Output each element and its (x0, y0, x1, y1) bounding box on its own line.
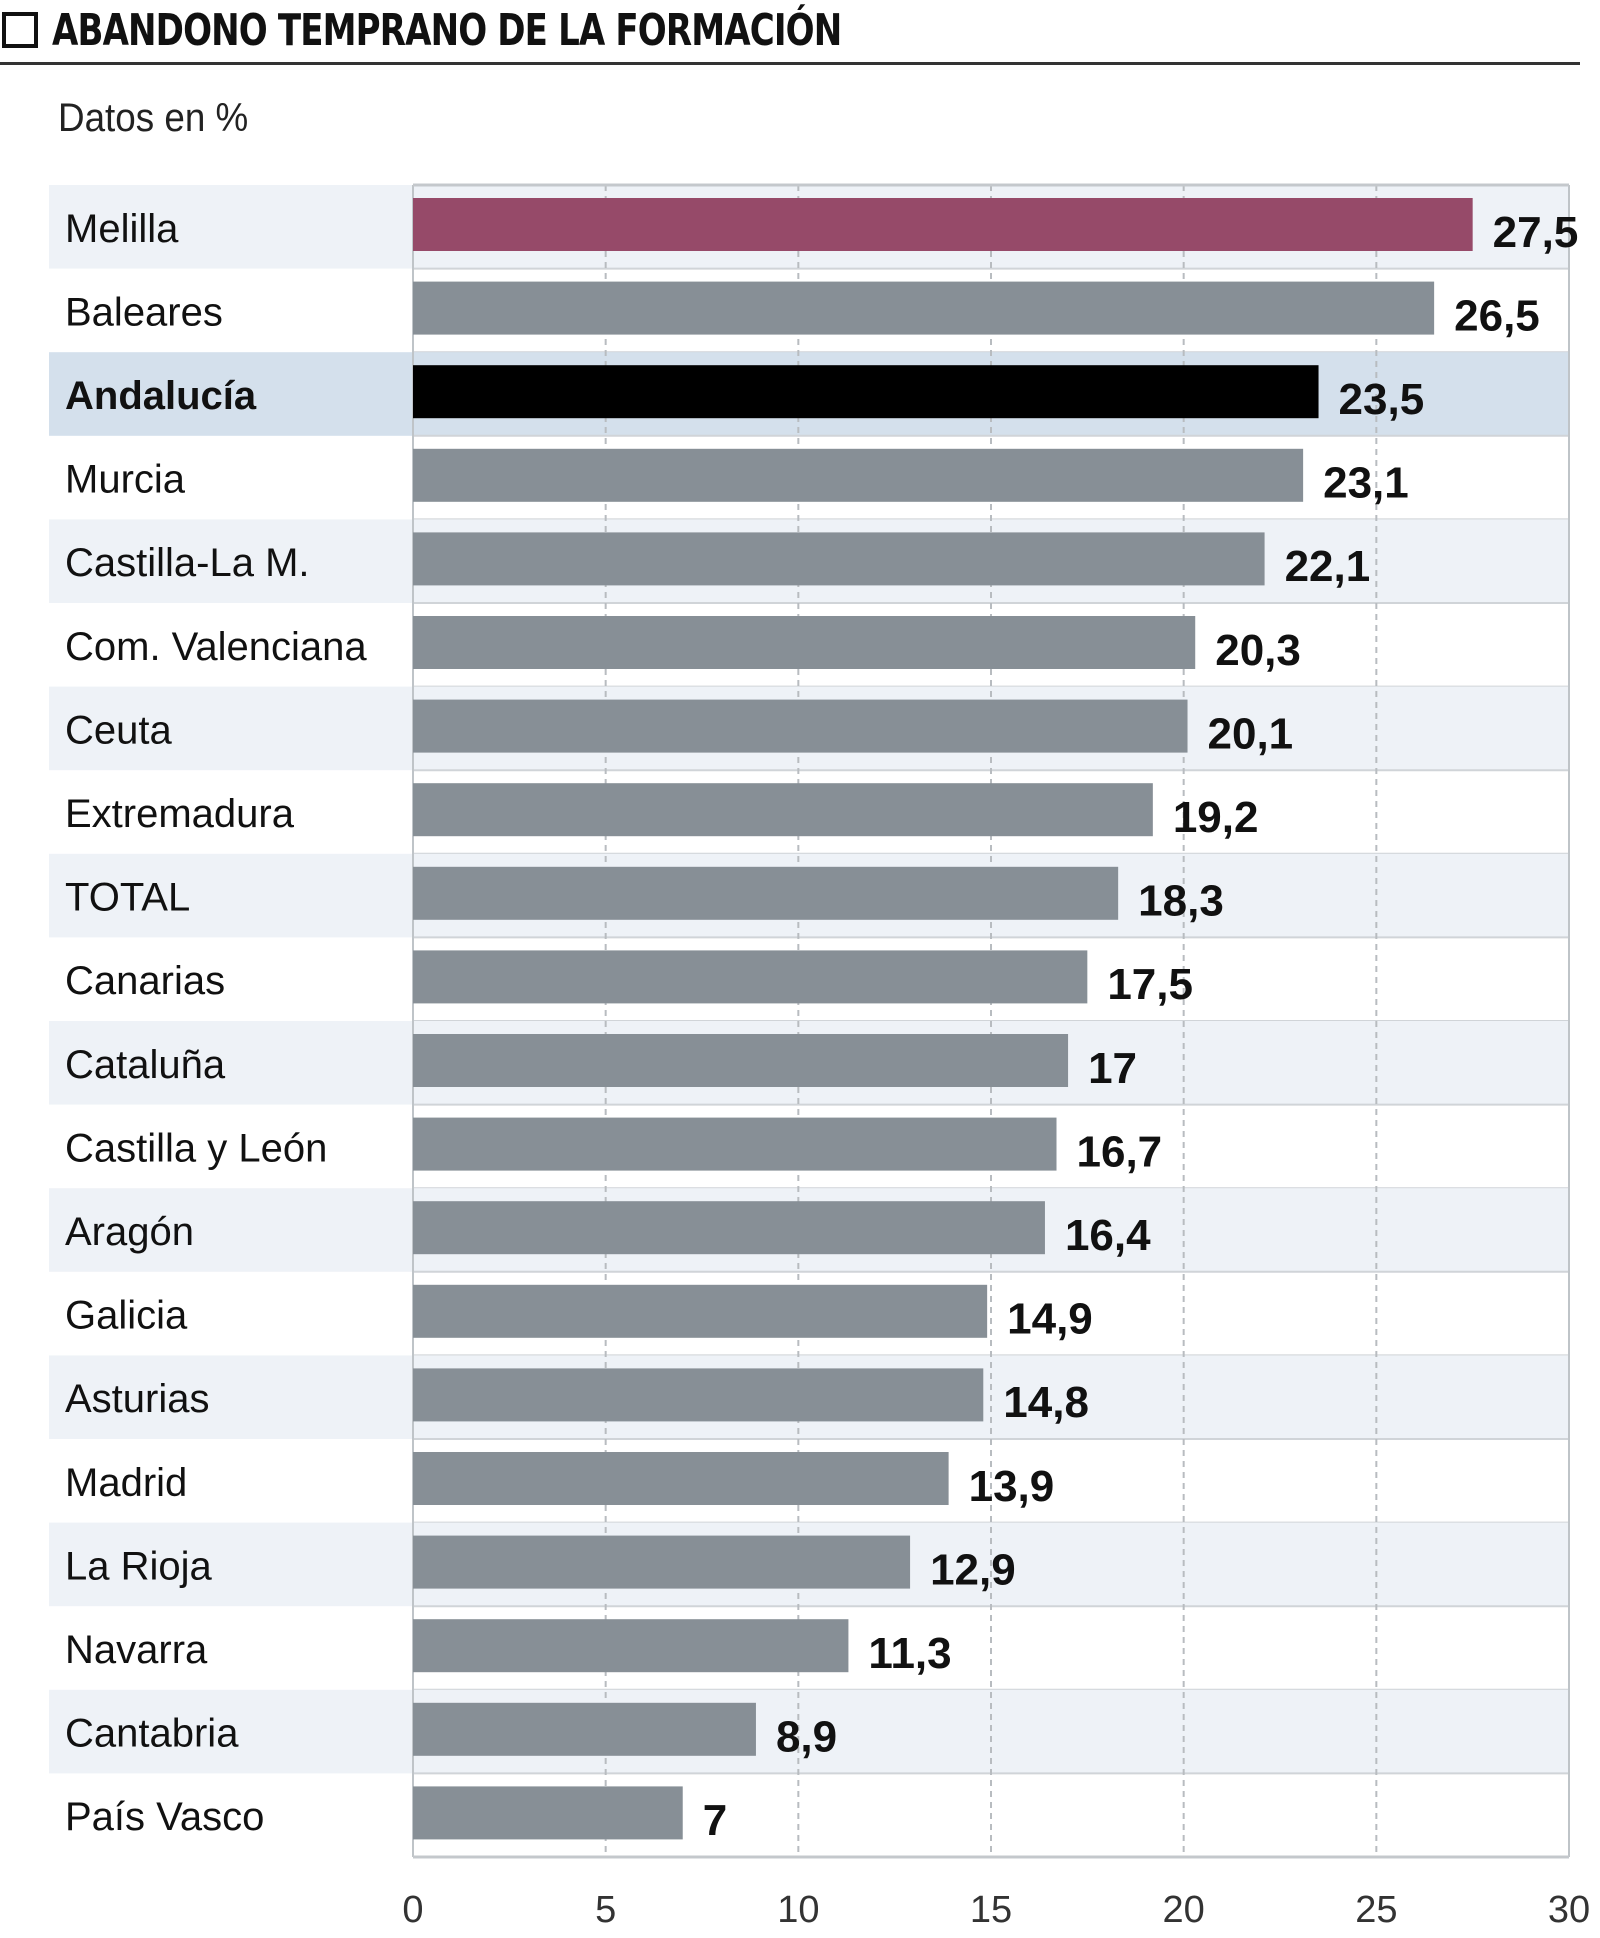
bar (413, 783, 1153, 837)
value-label: 7 (703, 1796, 727, 1845)
category-label: Castilla y León (65, 1126, 327, 1170)
x-tick-label: 20 (1163, 1889, 1205, 1931)
row-band (49, 1689, 1569, 1774)
category-label: Ceuta (65, 708, 172, 752)
category-label: Andalucía (65, 374, 257, 418)
bar (413, 1619, 849, 1673)
value-label: 17,5 (1107, 960, 1193, 1009)
category-label: País Vasco (65, 1795, 264, 1839)
value-label: 13,9 (969, 1462, 1055, 1511)
value-label: 14,8 (1003, 1378, 1089, 1427)
x-tick-label: 10 (777, 1889, 819, 1931)
title-rule (0, 62, 1580, 65)
value-label: 22,1 (1285, 542, 1371, 591)
category-label: La Rioja (65, 1544, 213, 1588)
value-label: 23,5 (1339, 375, 1425, 424)
x-tick-label: 5 (595, 1889, 616, 1931)
value-label: 18,3 (1138, 877, 1224, 926)
category-label: Aragón (65, 1210, 194, 1254)
category-label: Canarias (65, 959, 225, 1003)
value-label: 19,2 (1173, 793, 1259, 842)
value-label: 14,9 (1007, 1295, 1093, 1344)
bar (413, 365, 1319, 419)
category-label: Navarra (65, 1628, 208, 1672)
bar (413, 448, 1304, 502)
chart-subtitle: Datos en % (58, 96, 249, 140)
bar (413, 1535, 911, 1589)
x-tick-label: 15 (970, 1889, 1012, 1931)
category-label: Galicia (65, 1294, 188, 1338)
category-label: Asturias (65, 1377, 210, 1421)
bar (413, 532, 1265, 586)
bar (413, 198, 1473, 251)
chart-title: ABANDONO TEMPRANO DE LA FORMACIÓN (0, 0, 970, 60)
x-tick-label: 30 (1548, 1889, 1590, 1931)
bar (413, 1368, 984, 1422)
x-tick-label: 25 (1355, 1889, 1397, 1931)
bar (413, 1452, 949, 1505)
bar (413, 1201, 1045, 1255)
bar (413, 1702, 756, 1756)
value-label: 16,4 (1065, 1211, 1151, 1260)
category-label: Melilla (65, 207, 179, 251)
category-label: Madrid (65, 1461, 187, 1505)
category-label: Murcia (65, 458, 186, 502)
bar (413, 699, 1188, 753)
bar (413, 1786, 683, 1840)
category-label: Baleares (65, 290, 223, 334)
category-label: Com. Valenciana (65, 625, 367, 669)
bar (413, 866, 1119, 920)
value-label: 11,3 (868, 1629, 951, 1678)
value-label: 20,1 (1208, 709, 1294, 758)
bar (413, 1284, 988, 1338)
category-label: TOTAL (65, 876, 190, 920)
value-label: 17 (1088, 1044, 1137, 1093)
category-label: Cantabria (65, 1712, 239, 1756)
value-label: 27,5 (1493, 208, 1579, 257)
bar (413, 1034, 1069, 1087)
title-square-icon (2, 12, 38, 48)
bar (413, 281, 1435, 335)
category-label: Cataluña (65, 1043, 226, 1087)
value-label: 23,1 (1323, 459, 1409, 508)
category-label: Castilla-La M. (65, 541, 310, 585)
bar (413, 616, 1196, 669)
value-label: 20,3 (1215, 626, 1301, 675)
x-tick-label: 0 (402, 1889, 423, 1931)
bar (413, 1117, 1057, 1171)
value-label: 8,9 (776, 1713, 837, 1762)
category-label: Extremadura (65, 792, 295, 836)
bar (413, 950, 1088, 1004)
value-label: 16,7 (1077, 1127, 1163, 1176)
value-label: 12,9 (930, 1545, 1016, 1594)
value-label: 26,5 (1454, 291, 1540, 340)
title-text: ABANDONO TEMPRANO DE LA FORMACIÓN (52, 4, 842, 56)
